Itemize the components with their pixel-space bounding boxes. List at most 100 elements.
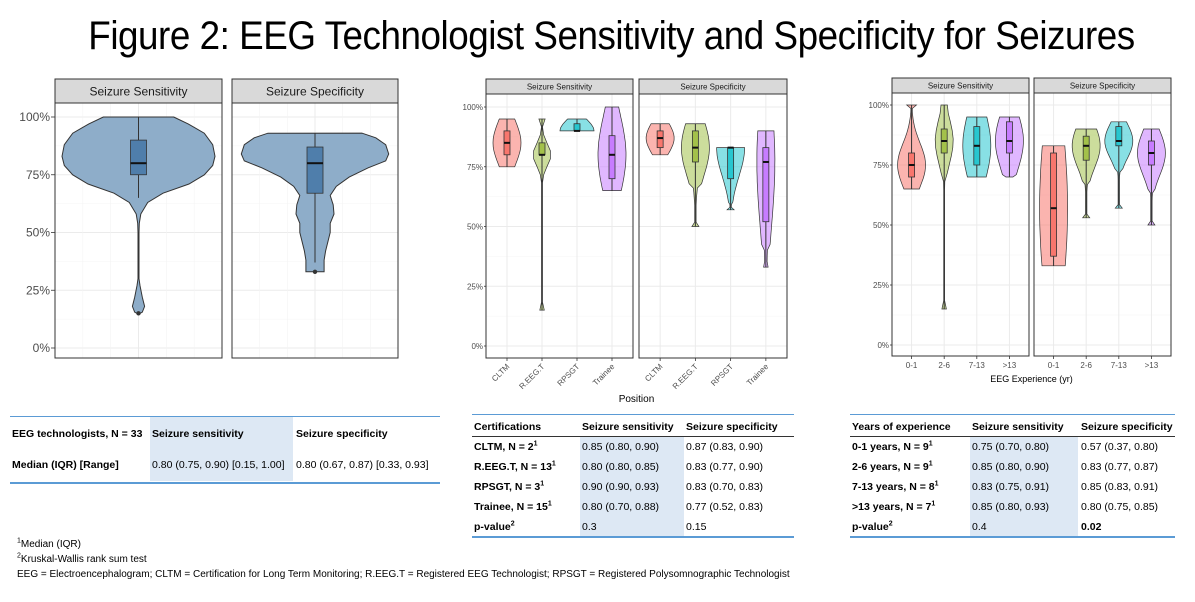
- facet-title: Seizure Sensitivity: [89, 84, 187, 98]
- footnote: EEG = Electroencephalogram; CLTM = Certi…: [17, 567, 790, 582]
- sensitivity-cell: 0.3: [582, 521, 597, 533]
- panel-border: [891, 92, 1030, 357]
- y-tick-label: 0%: [471, 342, 483, 351]
- footnote: 1Median (IQR): [17, 537, 790, 552]
- box-iqr: [538, 142, 546, 156]
- figure-title-text: Figure 2: EEG Technologist Sensitivity a…: [88, 14, 1135, 58]
- row-label: Median (IQR) [Range]: [12, 459, 119, 471]
- specificity-cell: 0.77 (0.52, 0.83): [686, 501, 764, 513]
- header-cell: Seizure specificity: [1081, 421, 1173, 433]
- panel-border: [54, 102, 223, 359]
- footnote-marker: 1: [934, 480, 939, 488]
- header-rule: [850, 436, 1175, 437]
- panel-border: [231, 102, 399, 359]
- sensitivity-cell: 0.80 (0.70, 0.88): [582, 501, 660, 513]
- y-tick-label: 75%: [467, 163, 483, 172]
- footnote-marker: 1: [533, 440, 538, 448]
- sensitivity-cell: 0.85 (0.80, 0.93): [972, 501, 1050, 513]
- table-bottom-rule: [472, 536, 794, 538]
- x-tick-label: >13: [1003, 361, 1017, 370]
- header-cell: Seizure specificity: [686, 421, 778, 433]
- y-tick-label: 25%: [873, 281, 889, 290]
- box-iqr: [727, 147, 735, 180]
- sensitivity-column-highlight: [580, 436, 684, 536]
- footnote-marker: 1: [551, 460, 556, 468]
- x-tick-label: 0-1: [906, 361, 918, 370]
- facet-title: Seizure Specificity: [266, 84, 364, 98]
- table-bottom-rule: [10, 482, 440, 484]
- sensitivity-cell: 0.85 (0.80, 0.90): [972, 461, 1050, 473]
- panel-border: [638, 93, 788, 359]
- sensitivity-column-highlight: [970, 436, 1078, 536]
- y-tick-label: 25%: [26, 283, 50, 297]
- box-iqr: [130, 139, 147, 176]
- facet-title: Seizure Sensitivity: [928, 81, 993, 90]
- footnote-marker: 1: [540, 480, 545, 488]
- specificity-cell: 0.83 (0.70, 0.83): [686, 481, 764, 493]
- specificity-cell: 0.87 (0.83, 0.90): [686, 441, 764, 453]
- y-tick-label: 50%: [873, 221, 889, 230]
- specificity-cell: 0.15: [686, 521, 707, 533]
- box-iqr: [573, 123, 581, 132]
- certification-table: Certifications Seizure sensitivity Seizu…: [472, 413, 794, 538]
- footnote-marker: 1: [547, 500, 552, 508]
- specificity-cell: 0.57 (0.37, 0.80): [1081, 441, 1159, 453]
- x-tick-label: CLTM: [490, 362, 512, 384]
- box-iqr: [691, 130, 699, 163]
- footnote-text: Kruskal-Wallis rank sum test: [20, 554, 147, 565]
- overall-summary-table: EEG technologists, N = 33 Seizure sensit…: [10, 415, 440, 485]
- panel-border: [1033, 92, 1172, 357]
- table-top-rule: [472, 414, 794, 415]
- box-iqr: [656, 130, 664, 149]
- row-label: p-value2: [852, 520, 893, 534]
- outlier-point: [312, 269, 318, 274]
- y-tick-label: 25%: [467, 282, 483, 291]
- box-iqr: [1115, 126, 1123, 147]
- figure-title: Figure 2: EEG Technologist Sensitivity a…: [0, 14, 1195, 59]
- table-bottom-rule: [850, 536, 1175, 538]
- specificity-cell: 0.83 (0.77, 0.87): [1081, 461, 1159, 473]
- header-cell: EEG technologists, N = 33: [12, 428, 143, 440]
- row-label: 0-1 years, N = 91: [852, 440, 933, 454]
- footnote-marker: 1: [928, 440, 933, 448]
- header-cell: Seizure sensitivity: [582, 421, 674, 433]
- specificity-cell: 0.83 (0.77, 0.90): [686, 461, 764, 473]
- box-iqr: [306, 146, 324, 194]
- experience-table: Years of experience Seizure sensitivity …: [850, 413, 1175, 538]
- box-iqr: [1082, 135, 1090, 161]
- row-label: 2-6 years, N = 91: [852, 460, 933, 474]
- y-tick-label: 50%: [26, 226, 50, 240]
- y-tick-label: 75%: [873, 161, 889, 170]
- facet-title: Seizure Specificity: [1070, 81, 1135, 90]
- row-label: >13 years, N = 71: [852, 500, 936, 514]
- x-axis-title: Position: [619, 394, 655, 405]
- sensitivity-cell: 0.90 (0.90, 0.93): [582, 481, 660, 493]
- x-tick-label: R.EEG.T: [671, 362, 700, 391]
- specificity-cell: 0.80 (0.67, 0.87) [0.33, 0.93]: [296, 459, 429, 471]
- panel-border: [485, 93, 634, 359]
- header-cell: Certifications: [474, 421, 542, 433]
- row-label: RPSGT, N = 31: [474, 480, 545, 494]
- specificity-cell: 0.80 (0.75, 0.85): [1081, 501, 1159, 513]
- header-cell: Seizure sensitivity: [152, 428, 244, 440]
- box-iqr: [608, 135, 616, 180]
- facet-title: Seizure Sensitivity: [527, 82, 592, 91]
- footnote: 2Kruskal-Wallis rank sum test: [17, 552, 790, 567]
- facet-strip: [54, 78, 223, 104]
- x-tick-label: Trainee: [745, 362, 771, 388]
- table-top-rule: [10, 416, 440, 417]
- x-tick-label: RPSGT: [709, 362, 735, 388]
- sensitivity-cell: 0.4: [972, 521, 987, 533]
- sensitivity-cell: 0.85 (0.80, 0.90): [582, 441, 660, 453]
- header-cell: Years of experience: [852, 421, 951, 433]
- row-label: 7-13 years, N = 81: [852, 480, 939, 494]
- x-tick-label: Trainee: [591, 362, 617, 388]
- footnote-marker: 2: [510, 520, 515, 528]
- x-tick-label: 0-1: [1048, 361, 1060, 370]
- x-tick-label: >13: [1145, 361, 1159, 370]
- row-label: CLTM, N = 21: [474, 440, 538, 454]
- y-tick-label: 100%: [869, 101, 889, 110]
- y-tick-label: 0%: [33, 341, 51, 355]
- row-label: R.EEG.T, N = 131: [474, 460, 556, 474]
